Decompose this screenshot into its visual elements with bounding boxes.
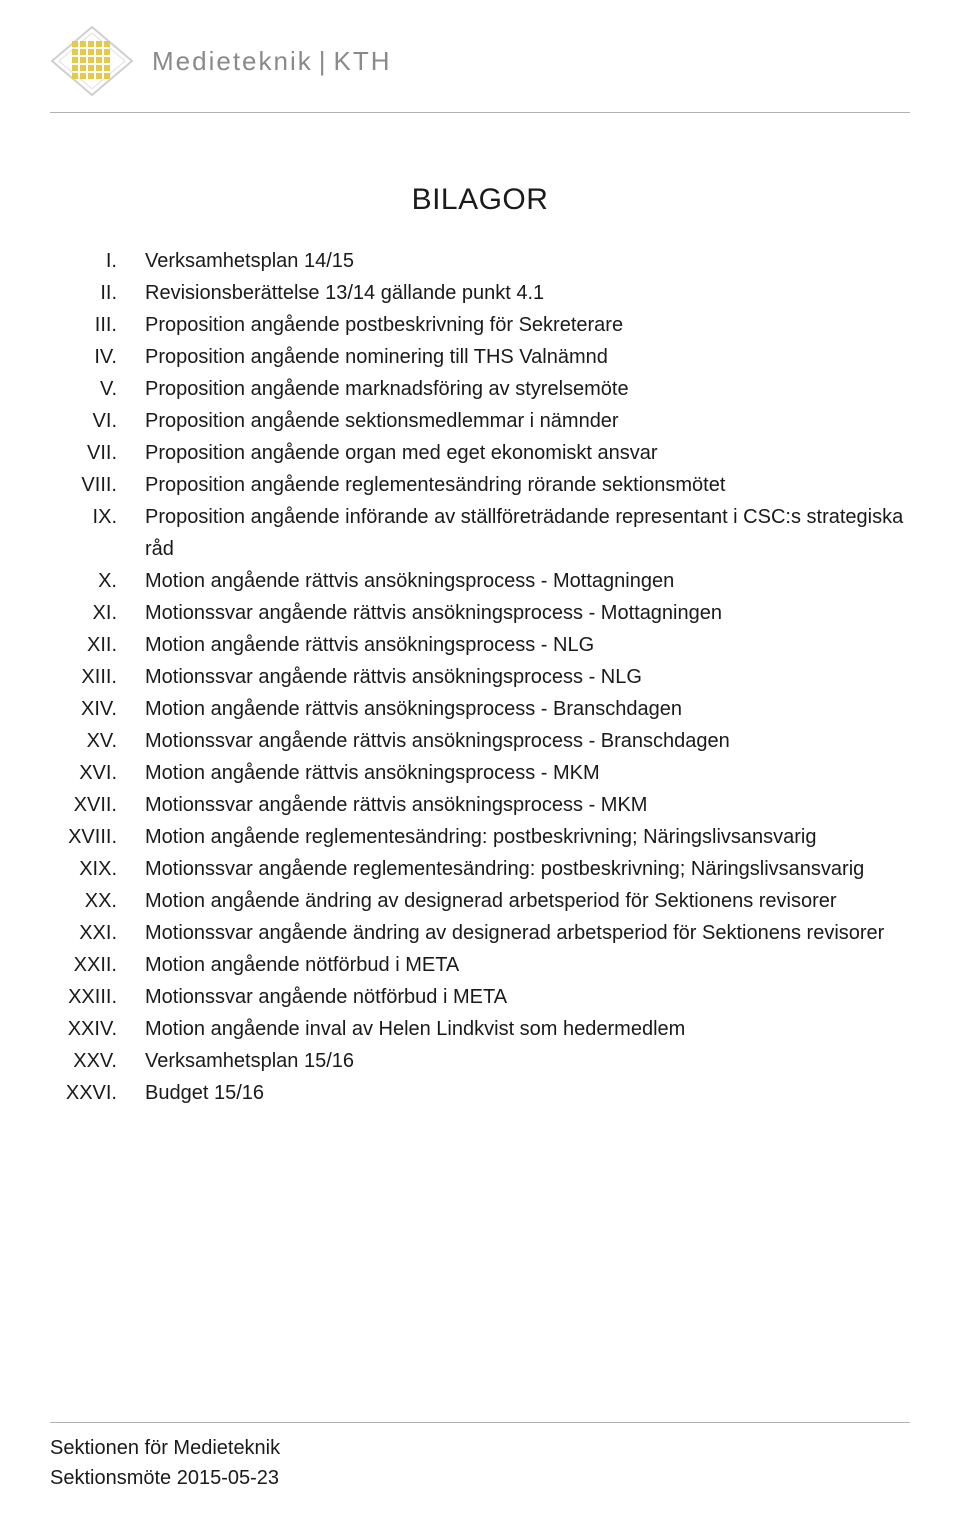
page-title: BILAGOR [50, 183, 910, 217]
list-item-text: Proposition angående reglementesändring … [145, 469, 910, 501]
list-item-numeral: X. [50, 565, 145, 597]
list-item-numeral: XXI. [50, 917, 145, 949]
list-item-text: Proposition angående postbeskrivning för… [145, 309, 910, 341]
list-item: XIX.Motionssvar angående reglementesändr… [50, 853, 910, 885]
list-item-numeral: XI. [50, 597, 145, 629]
list-item-numeral: III. [50, 309, 145, 341]
list-item-text: Motion angående ändring av designerad ar… [145, 885, 910, 917]
list-item-text: Motionssvar angående reglementesändring:… [145, 853, 910, 885]
list-item: XVII.Motionssvar angående rättvis ansökn… [50, 789, 910, 821]
list-item-numeral: V. [50, 373, 145, 405]
list-item-text: Proposition angående sektionsmedlemmar i… [145, 405, 910, 437]
list-item: XXII.Motion angående nötförbud i META [50, 949, 910, 981]
list-item-text: Motion angående nötförbud i META [145, 949, 910, 981]
wordmark-right: KTH [334, 46, 392, 76]
list-item-text: Motion angående inval av Helen Lindkvist… [145, 1013, 910, 1045]
list-item: XV.Motionssvar angående rättvis ansöknin… [50, 725, 910, 757]
list-item: I.Verksamhetsplan 14/15 [50, 245, 910, 277]
list-item: XXI.Motionssvar angående ändring av desi… [50, 917, 910, 949]
footer-rule [50, 1422, 910, 1423]
list-item-text: Motionssvar angående ändring av designer… [145, 917, 910, 949]
list-item-numeral: XVIII. [50, 821, 145, 853]
list-item: XXV.Verksamhetsplan 15/16 [50, 1045, 910, 1077]
list-item-numeral: II. [50, 277, 145, 309]
list-item-numeral: IX. [50, 501, 145, 533]
list-item: XI.Motionssvar angående rättvis ansöknin… [50, 597, 910, 629]
list-item-text: Proposition angående organ med eget ekon… [145, 437, 910, 469]
list-item-numeral: IV. [50, 341, 145, 373]
header-wordmark: Medieteknik|KTH [152, 46, 392, 77]
list-item: VIII.Proposition angående reglementesänd… [50, 469, 910, 501]
list-item-text: Motionssvar angående rättvis ansökningsp… [145, 789, 910, 821]
wordmark-left: Medieteknik [152, 46, 313, 76]
list-item-numeral: XVII. [50, 789, 145, 821]
list-item: XIV.Motion angående rättvis ansökningspr… [50, 693, 910, 725]
list-item-numeral: XII. [50, 629, 145, 661]
list-item: XXIII.Motionssvar angående nötförbud i M… [50, 981, 910, 1013]
list-item: XX.Motion angående ändring av designerad… [50, 885, 910, 917]
logo-grid-icon [72, 41, 110, 79]
list-item: V.Proposition angående marknadsföring av… [50, 373, 910, 405]
list-item: XIII.Motionssvar angående rättvis ansökn… [50, 661, 910, 693]
list-item-text: Verksamhetsplan 14/15 [145, 245, 910, 277]
list-item-numeral: XXVI. [50, 1077, 145, 1109]
page-header: Medieteknik|KTH [50, 25, 910, 112]
list-item: IV.Proposition angående nominering till … [50, 341, 910, 373]
list-item-text: Proposition angående nominering till THS… [145, 341, 910, 373]
list-item-text: Motionssvar angående rättvis ansökningsp… [145, 597, 910, 629]
list-item-text: Motion angående rättvis ansökningsproces… [145, 693, 910, 725]
list-item: XXVI.Budget 15/16 [50, 1077, 910, 1109]
list-item: XVI.Motion angående rättvis ansökningspr… [50, 757, 910, 789]
list-item-text: Motionssvar angående rättvis ansökningsp… [145, 661, 910, 693]
list-item-numeral: VI. [50, 405, 145, 437]
list-item-numeral: VIII. [50, 469, 145, 501]
list-item: XVIII.Motion angående reglementesändring… [50, 821, 910, 853]
wordmark-divider: | [319, 46, 328, 76]
list-item-text: Verksamhetsplan 15/16 [145, 1045, 910, 1077]
list-item: III.Proposition angående postbeskrivning… [50, 309, 910, 341]
list-item-numeral: XIV. [50, 693, 145, 725]
list-item-numeral: XVI. [50, 757, 145, 789]
list-item-text: Motion angående reglementesändring: post… [145, 821, 910, 853]
appendix-list: I.Verksamhetsplan 14/15II.Revisionsberät… [50, 245, 910, 1109]
list-item-text: Motion angående rättvis ansökningsproces… [145, 565, 910, 597]
list-item-numeral: XXIV. [50, 1013, 145, 1045]
list-item-numeral: XX. [50, 885, 145, 917]
list-item-numeral: XIX. [50, 853, 145, 885]
list-item-text: Motionssvar angående nötförbud i META [145, 981, 910, 1013]
list-item: VI.Proposition angående sektionsmedlemma… [50, 405, 910, 437]
document-page: Medieteknik|KTH BILAGOR I.Verksamhetspla… [0, 0, 960, 1523]
header-rule [50, 112, 910, 113]
list-item-numeral: XV. [50, 725, 145, 757]
list-item: IX.Proposition angående införande av stä… [50, 501, 910, 565]
list-item: XII.Motion angående rättvis ansökningspr… [50, 629, 910, 661]
list-item: XXIV.Motion angående inval av Helen Lind… [50, 1013, 910, 1045]
list-item-text: Budget 15/16 [145, 1077, 910, 1109]
list-item: II.Revisionsberättelse 13/14 gällande pu… [50, 277, 910, 309]
list-item-numeral: I. [50, 245, 145, 277]
list-item-numeral: XIII. [50, 661, 145, 693]
list-item-numeral: XXIII. [50, 981, 145, 1013]
list-item: X.Motion angående rättvis ansökningsproc… [50, 565, 910, 597]
list-item-text: Proposition angående införande av ställf… [145, 501, 910, 565]
list-item-numeral: XXII. [50, 949, 145, 981]
footer-line-1: Sektionen för Medieteknik [50, 1433, 910, 1463]
list-item-numeral: VII. [50, 437, 145, 469]
list-item-text: Motion angående rättvis ansökningsproces… [145, 757, 910, 789]
list-item-text: Motion angående rättvis ansökningsproces… [145, 629, 910, 661]
list-item-text: Motionssvar angående rättvis ansökningsp… [145, 725, 910, 757]
page-footer: Sektionen för Medieteknik Sektionsmöte 2… [50, 1422, 910, 1493]
list-item: VII.Proposition angående organ med eget … [50, 437, 910, 469]
list-item-text: Proposition angående marknadsföring av s… [145, 373, 910, 405]
list-item-numeral: XXV. [50, 1045, 145, 1077]
list-item-text: Revisionsberättelse 13/14 gällande punkt… [145, 277, 910, 309]
medieteknik-logo [50, 25, 134, 97]
footer-line-2: Sektionsmöte 2015-05-23 [50, 1463, 910, 1493]
